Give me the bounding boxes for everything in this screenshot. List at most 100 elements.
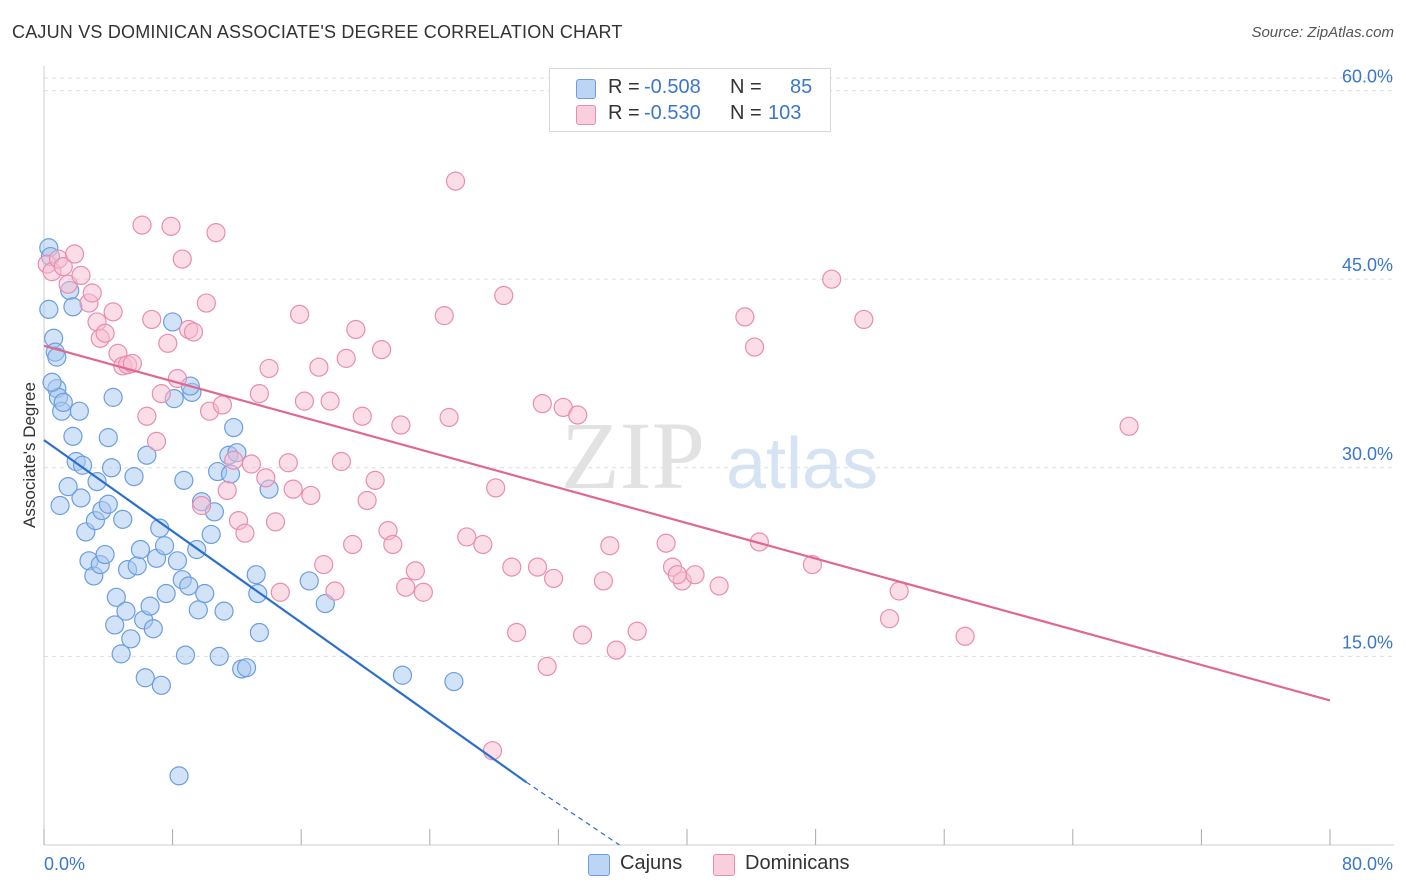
dominican-point <box>889 581 909 601</box>
dominican-point <box>283 479 303 499</box>
cajun-point <box>87 472 107 492</box>
legend-row-cajun: R = -0.508 N = 85 <box>550 75 830 101</box>
axes <box>43 66 1394 846</box>
dominican-point <box>241 454 261 474</box>
dominican-point <box>53 257 73 277</box>
cajun-point <box>47 347 67 367</box>
cajun-point <box>209 646 229 666</box>
dominican-point <box>445 171 466 191</box>
grid-lines <box>44 77 1394 657</box>
cajun-point <box>167 551 188 571</box>
cajun-point <box>299 571 319 591</box>
dominican-point <box>744 337 765 357</box>
stats-legend: R = -0.508 N = 85 R = -0.530 N = 103 <box>549 68 831 132</box>
y-tick-label: 30.0% <box>1342 444 1393 464</box>
cajun-point <box>179 576 199 596</box>
cajun-point <box>124 466 144 487</box>
cajun-point <box>127 556 147 576</box>
cajun-point <box>174 470 194 490</box>
dominican-point <box>256 468 276 488</box>
dominican-point <box>543 568 564 589</box>
dominican-point <box>532 394 552 414</box>
dominican-point <box>265 512 286 532</box>
cajun-r-label: R = <box>608 76 640 98</box>
dominican-point <box>365 470 385 490</box>
cajun-point <box>169 766 189 786</box>
dominican-point <box>822 269 842 289</box>
dominican-point <box>294 391 315 411</box>
cajun-point <box>42 372 62 392</box>
dominican-point <box>685 565 705 585</box>
dominican-point <box>346 319 366 340</box>
dominican-n-label: N = <box>730 102 762 124</box>
cajun-point <box>130 539 151 560</box>
dominican-swatch <box>576 105 596 125</box>
dominican-point <box>217 480 237 501</box>
dominican-point <box>656 533 676 553</box>
dominican-point <box>235 523 255 543</box>
regression-lines <box>43 344 1331 846</box>
tick-labels: 15.0% 30.0% 45.0% 60.0% 0.0% 80.0% <box>44 67 1393 874</box>
cajun-point <box>135 668 155 688</box>
dominican-point <box>391 415 411 435</box>
x-tick-label: 0.0% <box>44 854 85 874</box>
cajun-point <box>98 428 118 448</box>
dominican-point <box>735 307 755 327</box>
cajun-point <box>63 297 83 317</box>
dominican-point <box>82 283 102 303</box>
dominican-point <box>301 485 321 506</box>
dominican-point <box>527 557 548 577</box>
source-label: Source: ZipAtlas.com <box>1251 24 1394 41</box>
dominican-point <box>191 495 212 516</box>
cajun-point <box>103 387 123 407</box>
cajun-swatch <box>576 79 596 99</box>
dominican-point <box>1119 416 1139 436</box>
cajun-point <box>201 524 221 545</box>
cajun-point <box>236 658 257 678</box>
dominican-point <box>568 405 588 425</box>
dominican-point <box>151 384 171 404</box>
chart-title: CAJUN VS DOMINICAN ASSOCIATE'S DEGREE CO… <box>12 22 623 42</box>
dominican-point <box>331 451 351 472</box>
dominican-point <box>278 453 298 473</box>
dominican-point <box>600 536 620 556</box>
cajun-point <box>143 619 163 639</box>
dominican-point <box>336 348 356 368</box>
dominican-point <box>507 622 527 643</box>
dominican-point <box>224 450 244 470</box>
cajun-point <box>163 312 183 332</box>
cajun-point <box>116 601 136 621</box>
dominican-point <box>137 406 157 426</box>
cajun-point <box>101 458 122 478</box>
y-tick-label: 45.0% <box>1342 255 1393 275</box>
y-tick-label: 15.0% <box>1342 632 1393 652</box>
dominican-point <box>325 581 345 601</box>
dominican-point <box>64 244 85 264</box>
dominican-point <box>314 555 334 575</box>
dominican-point <box>879 609 900 629</box>
cajun-point <box>140 596 160 616</box>
cajun-point <box>188 600 208 620</box>
cajun-n-value: 85 <box>790 76 813 98</box>
dominican-point <box>383 534 403 555</box>
cajun-point <box>249 622 270 643</box>
dominican-point <box>309 357 329 377</box>
dominican-point <box>955 626 975 646</box>
cajun-point <box>154 536 175 556</box>
cajun-point <box>111 644 131 664</box>
cajun-point <box>105 615 125 635</box>
cajun-point <box>69 401 89 421</box>
cajun-point <box>151 675 171 695</box>
dominican-point <box>396 577 416 597</box>
cajun-point <box>53 392 73 413</box>
data-points <box>37 171 1139 786</box>
dominicans-legend-swatch <box>713 854 735 876</box>
cajun-trend-extension <box>525 781 620 846</box>
dominican-point <box>259 358 279 379</box>
dominican-point <box>457 527 477 547</box>
cajun-point <box>58 477 78 497</box>
cajun-point <box>224 417 244 438</box>
watermark-atlas: atlas <box>726 424 878 504</box>
dominican-point <box>667 565 687 585</box>
dominican-point <box>434 306 454 326</box>
